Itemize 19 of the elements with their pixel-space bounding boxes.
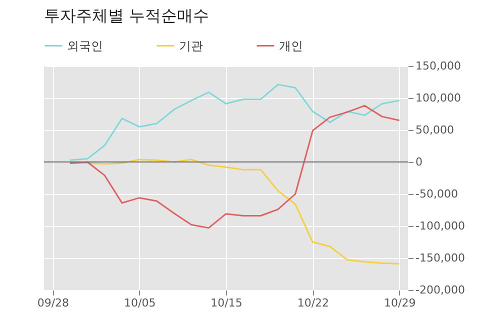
- line-series: [69, 84, 400, 161]
- chart-title: 투자주체별 누적순매수: [44, 6, 210, 25]
- x-tick-label: 10/22: [297, 296, 330, 310]
- legend-label: 기관: [179, 38, 203, 53]
- x-tick-label: 10/15: [210, 296, 242, 310]
- y-tick-label: -50,000: [416, 188, 458, 200]
- y-tick-label: -150,000: [416, 252, 465, 264]
- line-series: [69, 104, 400, 229]
- y-tick-label: -200,000: [416, 284, 465, 296]
- x-tick-label: 09/28: [37, 296, 70, 310]
- y-tick-label: 0: [416, 156, 422, 168]
- x-tick-label: 10/29: [384, 296, 416, 310]
- x-tick-label: 10/05: [124, 296, 156, 310]
- y-tick-label: 50,000: [416, 124, 454, 136]
- y-tick-label: 100,000: [416, 92, 461, 104]
- legend-label: 개인: [279, 38, 303, 53]
- y-tick-label: -100,000: [416, 220, 465, 232]
- legend-label: 외국인: [67, 38, 103, 53]
- y-tick-label: 150,000: [416, 60, 461, 72]
